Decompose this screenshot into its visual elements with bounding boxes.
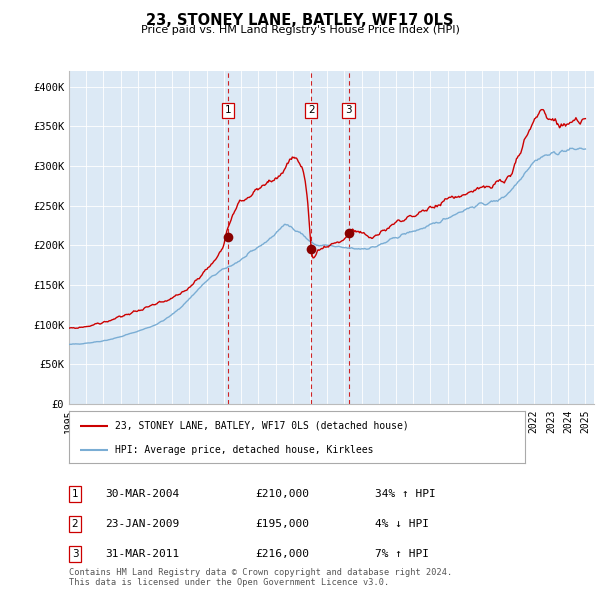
Text: £195,000: £195,000 [255,519,309,529]
Text: 34% ↑ HPI: 34% ↑ HPI [375,489,436,499]
Text: 23, STONEY LANE, BATLEY, WF17 0LS: 23, STONEY LANE, BATLEY, WF17 0LS [146,13,454,28]
Text: 31-MAR-2011: 31-MAR-2011 [105,549,179,559]
Text: 4% ↓ HPI: 4% ↓ HPI [375,519,429,529]
Text: 3: 3 [71,549,79,559]
Text: 23-JAN-2009: 23-JAN-2009 [105,519,179,529]
Text: HPI: Average price, detached house, Kirklees: HPI: Average price, detached house, Kirk… [115,445,373,455]
Text: 1: 1 [71,489,79,499]
Text: £216,000: £216,000 [255,549,309,559]
Text: 1: 1 [225,106,232,116]
Text: 23, STONEY LANE, BATLEY, WF17 0LS (detached house): 23, STONEY LANE, BATLEY, WF17 0LS (detac… [115,421,409,431]
Text: Price paid vs. HM Land Registry's House Price Index (HPI): Price paid vs. HM Land Registry's House … [140,25,460,35]
Text: 30-MAR-2004: 30-MAR-2004 [105,489,179,499]
Text: 3: 3 [345,106,352,116]
Text: £210,000: £210,000 [255,489,309,499]
Text: 7% ↑ HPI: 7% ↑ HPI [375,549,429,559]
Text: Contains HM Land Registry data © Crown copyright and database right 2024.
This d: Contains HM Land Registry data © Crown c… [69,568,452,587]
Text: 2: 2 [308,106,314,116]
Text: 2: 2 [71,519,79,529]
